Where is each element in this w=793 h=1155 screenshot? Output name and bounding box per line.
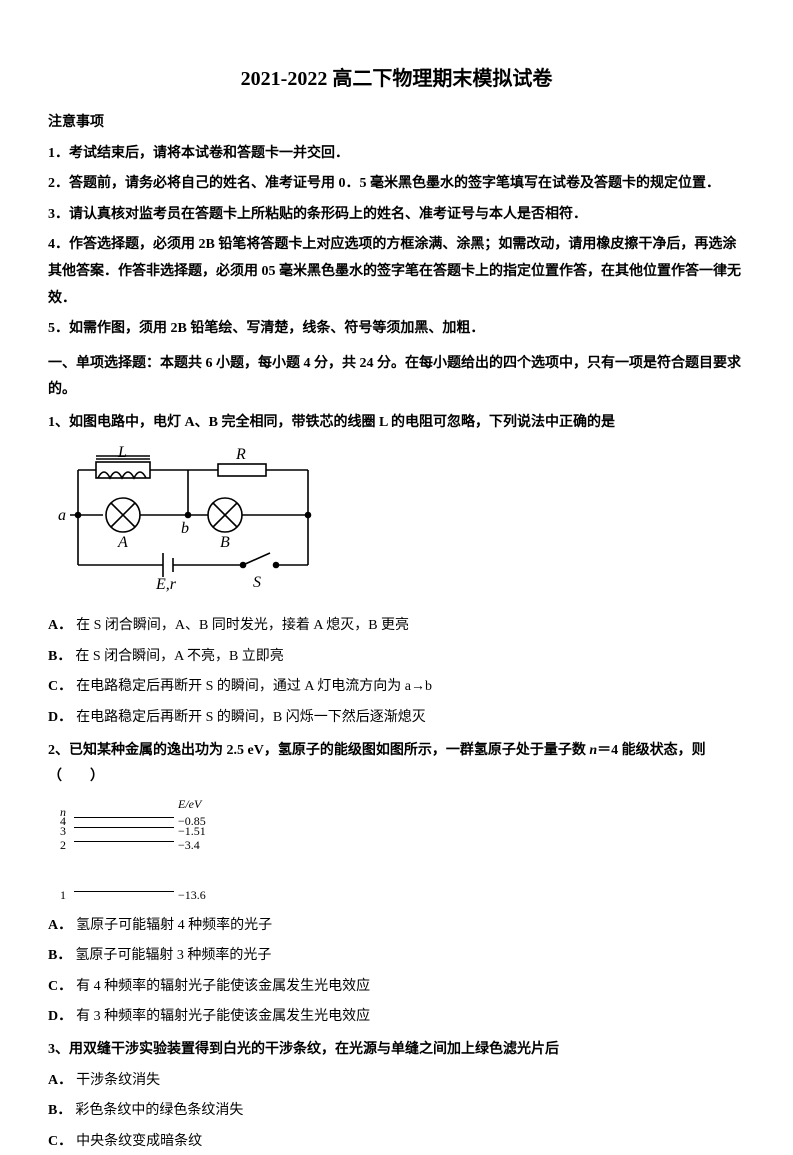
q3-opt-C: C．中央条纹变成暗条纹: [48, 1129, 745, 1155]
energy-e1: −13.6: [178, 884, 206, 907]
q3-stem: 3、用双缝干涉实验装置得到白光的干涉条纹，在光源与单缝之间加上绿色滤光片后: [48, 1037, 745, 1064]
circuit-E-label: E,r: [155, 576, 177, 593]
q3-opt-A-text: 干涉条纹消失: [76, 1073, 160, 1088]
notice-heading: 注意事项: [48, 110, 745, 137]
q1-opt-A: A．在 S 闭合瞬间，A、B 同时发光，接着 A 熄灭，B 更亮: [48, 613, 745, 640]
q2-stem-n: n: [589, 743, 597, 758]
notice-2: 2．答题前，请务必将自己的姓名、准考证号用 0．5 毫米黑色墨水的签字笔填写在试…: [48, 171, 745, 198]
q2-opt-B-text: 氢原子可能辐射 3 种频率的光子: [75, 948, 271, 963]
q1-opt-D-text: 在电路稳定后再断开 S 的瞬间，B 闪烁一下然后逐渐熄灭: [76, 710, 426, 725]
notice-3: 3．请认真核对监考员在答题卡上所粘贴的条形码上的姓名、准考证号与本人是否相符．: [48, 202, 745, 229]
q1-opt-C: C．在电路稳定后再断开 S 的瞬间，通过 A 灯电流方向为 a→b: [48, 674, 745, 701]
energy-n2: 2: [60, 834, 66, 857]
circuit-b-label: b: [181, 520, 189, 537]
circuit-diagram-svg: L R a b A B E,r S: [48, 445, 338, 595]
q2-opt-B: B．氢原子可能辐射 3 种频率的光子: [48, 943, 745, 970]
q1-opt-B: B．在 S 闭合瞬间，A 不亮，B 立即亮: [48, 644, 745, 671]
q1-opt-A-text: 在 S 闭合瞬间，A、B 同时发光，接着 A 熄灭，B 更亮: [76, 618, 409, 633]
energy-e2: −3.4: [178, 834, 200, 857]
section-1-heading: 一、单项选择题：本题共 6 小题，每小题 4 分，共 24 分。在每小题给出的四…: [48, 351, 745, 404]
q2-energy-diagram: E/eV n 4 −0.85 3 −1.51 2 −3.4 1 −13.6: [60, 797, 240, 907]
q2-stem: 2、已知某种金属的逸出功为 2.5 eV，氢原子的能级图如图所示，一群氢原子处于…: [48, 738, 745, 791]
q1-stem: 1、如图电路中，电灯 A、B 完全相同，带铁芯的线圈 L 的电阻可忽略，下列说法…: [48, 410, 745, 437]
q1-opt-D: D．在电路稳定后再断开 S 的瞬间，B 闪烁一下然后逐渐熄灭: [48, 705, 745, 732]
q3-opt-B: B．彩色条纹中的绿色条纹消失: [48, 1098, 745, 1125]
q3-opt-B-text: 彩色条纹中的绿色条纹消失: [75, 1103, 243, 1118]
energy-n1: 1: [60, 884, 66, 907]
circuit-B-label: B: [220, 534, 230, 551]
q2-opt-D-text: 有 3 种频率的辐射光子能使该金属发生光电效应: [76, 1009, 370, 1024]
page-title: 2021-2022 高二下物理期末模拟试卷: [48, 60, 745, 98]
q2-opt-C: C．有 4 种频率的辐射光子能使该金属发生光电效应: [48, 974, 745, 1001]
q3-opt-C-text: 中央条纹变成暗条纹: [76, 1134, 202, 1149]
circuit-R-label: R: [235, 446, 246, 463]
circuit-a-label: a: [58, 507, 66, 524]
q2-opt-A-text: 氢原子可能辐射 4 种频率的光子: [76, 918, 272, 933]
q1-circuit-figure: L R a b A B E,r S: [48, 445, 745, 606]
q1-opt-C-text: 在电路稳定后再断开 S 的瞬间，通过 A 灯电流方向为 a→b: [76, 679, 432, 694]
circuit-L-label: L: [117, 445, 127, 461]
q2-opt-A: A．氢原子可能辐射 4 种频率的光子: [48, 913, 745, 940]
q2-opt-C-text: 有 4 种频率的辐射光子能使该金属发生光电效应: [76, 979, 370, 994]
notice-1: 1．考试结束后，请将本试卷和答题卡一并交回．: [48, 141, 745, 168]
q2-stem-a: 2、已知某种金属的逸出功为 2.5 eV，氢原子的能级图如图所示，一群氢原子处于…: [48, 743, 589, 758]
q1-opt-B-text: 在 S 闭合瞬间，A 不亮，B 立即亮: [75, 649, 283, 664]
notice-5: 5．如需作图，须用 2B 铅笔绘、写清楚，线条、符号等须加黑、加粗．: [48, 316, 745, 343]
q3-opt-A: A．干涉条纹消失: [48, 1068, 745, 1095]
circuit-S-label: S: [253, 574, 261, 591]
notice-4: 4．作答选择题，必须用 2B 铅笔将答题卡上对应选项的方框涂满、涂黑；如需改动，…: [48, 232, 745, 312]
circuit-A-label: A: [117, 534, 128, 551]
q2-opt-D: D．有 3 种频率的辐射光子能使该金属发生光电效应: [48, 1004, 745, 1031]
